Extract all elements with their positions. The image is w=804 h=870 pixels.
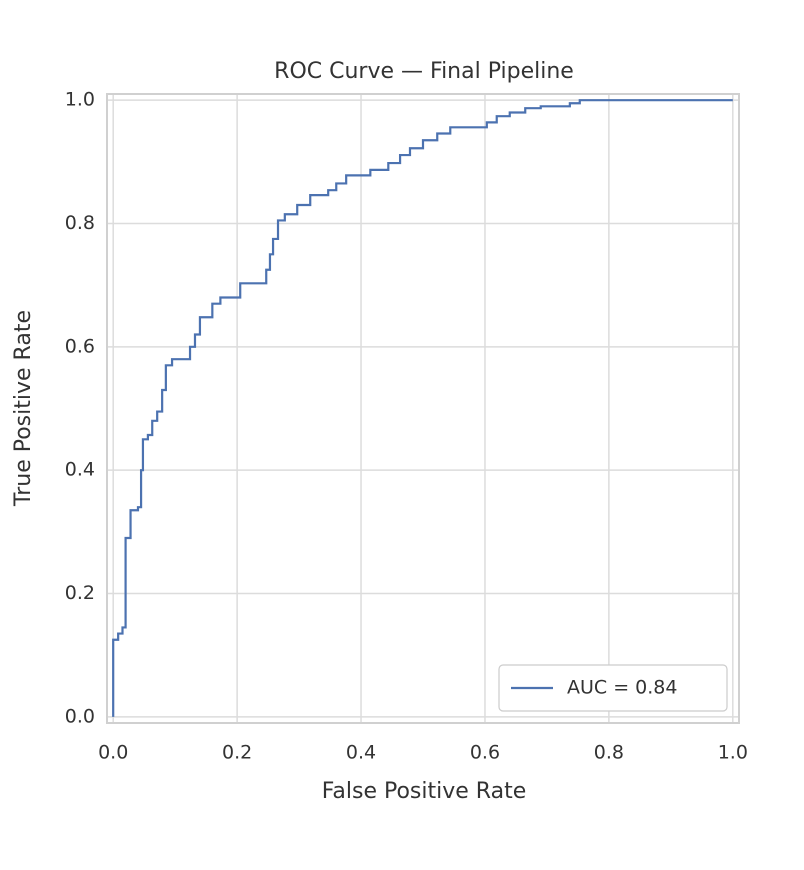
x-axis-label: False Positive Rate bbox=[322, 779, 526, 804]
roc-line bbox=[112, 99, 733, 717]
legend: AUC = 0.84 bbox=[498, 664, 728, 712]
x-tick-label: 0.8 bbox=[594, 742, 624, 764]
x-tick-label: 1.0 bbox=[718, 742, 748, 764]
x-tick-label: 0.6 bbox=[470, 742, 500, 764]
x-tick-label: 0.0 bbox=[98, 742, 128, 764]
y-tick-label: 0.4 bbox=[65, 459, 95, 481]
y-tick-label: 0.6 bbox=[65, 335, 95, 357]
y-tick-label: 0.8 bbox=[65, 212, 95, 234]
y-axis-label: True Positive Rate bbox=[11, 310, 36, 507]
y-tick-label: 1.0 bbox=[65, 89, 95, 111]
x-tick-label: 0.4 bbox=[346, 742, 376, 764]
legend-label: AUC = 0.84 bbox=[567, 677, 677, 699]
legend-box bbox=[498, 664, 728, 712]
y-tick-label: 0.2 bbox=[65, 582, 95, 604]
plot-frame bbox=[106, 93, 740, 724]
y-tick-label: 0.0 bbox=[65, 705, 95, 727]
x-tick-label: 0.2 bbox=[222, 742, 252, 764]
chart-title: ROC Curve — Final Pipeline bbox=[274, 59, 574, 84]
